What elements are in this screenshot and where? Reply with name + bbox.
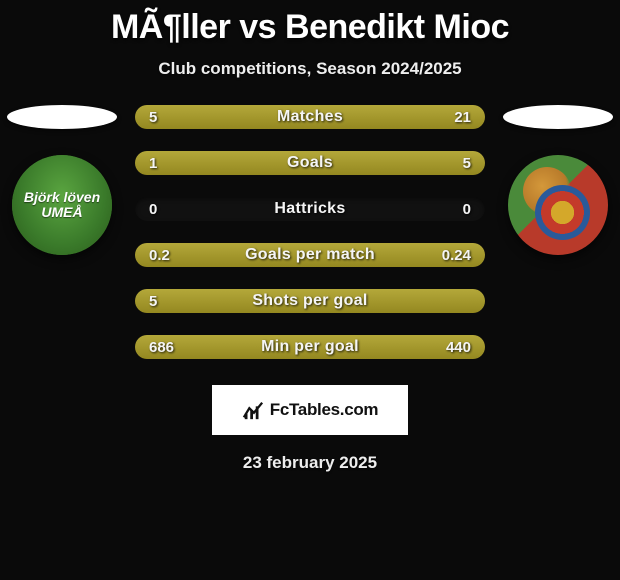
- stat-bar: 00Hattricks: [135, 197, 485, 221]
- left-team-logo-text: Björk löven UMEÅ: [12, 190, 112, 221]
- page-title: MÃ¶ller vs Benedikt Mioc: [0, 8, 620, 47]
- stat-label: Shots per goal: [135, 292, 485, 310]
- stat-bar: 5Shots per goal: [135, 289, 485, 313]
- left-player-column: Björk löven UMEÅ: [7, 105, 117, 255]
- right-player-column: [503, 105, 613, 255]
- stats-bars: 521Matches 15Goals 00Hattricks 0.20.24Goals…: [135, 105, 485, 359]
- stat-bar: 0.20.24Goals per match: [135, 243, 485, 267]
- stat-label: Min per goal: [135, 338, 485, 356]
- left-name-plate: [7, 105, 117, 129]
- page-subtitle: Club competitions, Season 2024/2025: [0, 59, 620, 79]
- stat-label: Matches: [135, 108, 485, 126]
- footer-date: 23 february 2025: [0, 453, 620, 473]
- chart-icon: [242, 399, 264, 421]
- stat-bar: 686440Min per goal: [135, 335, 485, 359]
- brand-text: FcTables.com: [270, 400, 379, 420]
- stat-bar: 521Matches: [135, 105, 485, 129]
- stat-label: Goals per match: [135, 246, 485, 264]
- left-team-logo: Björk löven UMEÅ: [12, 155, 112, 255]
- right-name-plate: [503, 105, 613, 129]
- shield-icon: [535, 185, 590, 240]
- brand-badge[interactable]: FcTables.com: [212, 385, 408, 435]
- stat-label: Hattricks: [135, 200, 485, 218]
- stat-label: Goals: [135, 154, 485, 172]
- right-team-logo: [508, 155, 608, 255]
- stat-bar: 15Goals: [135, 151, 485, 175]
